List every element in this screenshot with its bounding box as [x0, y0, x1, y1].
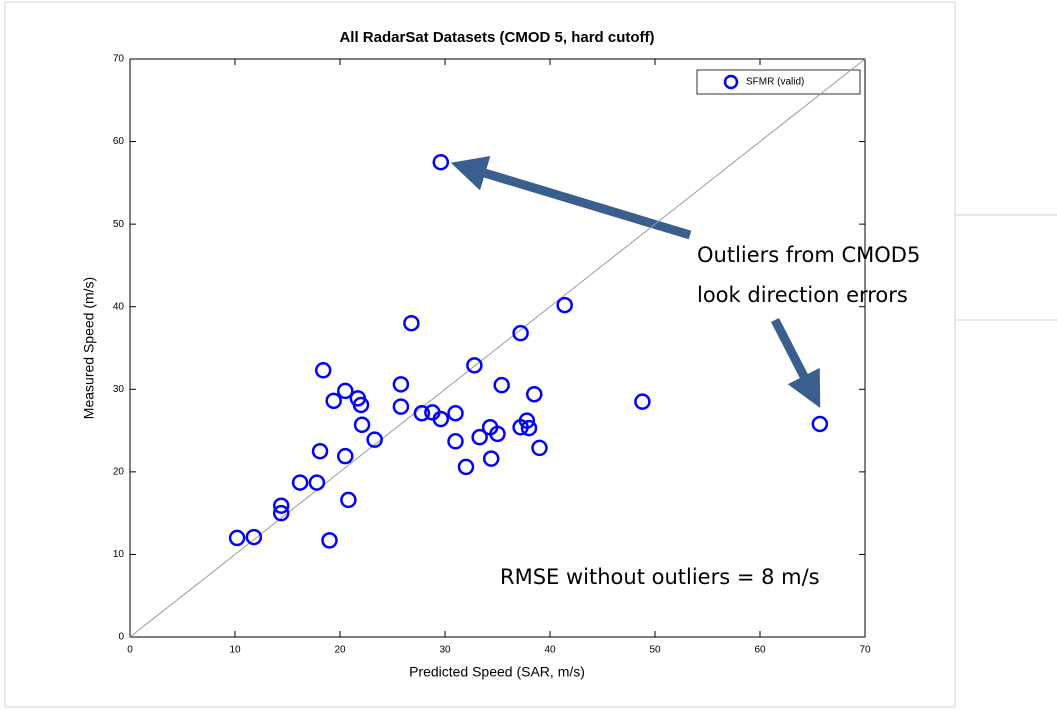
point [457, 458, 475, 476]
point [432, 410, 450, 428]
x-tick-label: 70 [859, 645, 871, 656]
point [353, 416, 371, 434]
point [325, 392, 342, 410]
point [272, 497, 290, 514]
annotation: look direction errors [697, 283, 908, 307]
point [432, 153, 450, 171]
arrow [450, 155, 692, 240]
x-tick-label: 0 [127, 645, 133, 656]
y-tick-label: 10 [113, 549, 125, 560]
point [403, 314, 420, 332]
point [512, 324, 529, 342]
point [245, 528, 263, 546]
x-tick-label: 10 [229, 645, 241, 656]
x-tick-label: 30 [439, 645, 451, 656]
point [308, 474, 326, 491]
x-tick-label: 40 [544, 645, 556, 656]
point [340, 491, 357, 509]
x-axis-label: Predicted Speed (SAR, m/s) [409, 664, 585, 680]
point [526, 385, 543, 403]
point [272, 504, 290, 522]
legend-label: SFMR (valid) [746, 77, 804, 88]
annotation: Outliers from CMOD5 [697, 243, 920, 267]
point [291, 474, 309, 491]
point [489, 425, 506, 443]
annotation: RMSE without outliers = 8 m/s [500, 565, 820, 589]
y-tick-label: 20 [113, 466, 125, 477]
point [337, 447, 354, 465]
x-tick-label: 20 [334, 645, 346, 656]
point [493, 376, 510, 394]
point [531, 439, 548, 457]
y-tick-label: 40 [113, 301, 125, 312]
chart-title: All RadarSat Datasets (CMOD 5, hard cuto… [339, 29, 654, 46]
legend-marker [723, 74, 739, 90]
x-tick-label: 60 [754, 645, 766, 656]
point [228, 529, 246, 547]
identity-line [129, 58, 866, 638]
point [337, 382, 354, 400]
point [352, 396, 370, 414]
legend [696, 69, 861, 95]
point [482, 450, 500, 467]
point [413, 404, 431, 422]
point [520, 419, 538, 437]
point [556, 296, 573, 314]
x-tick-label: 50 [649, 645, 661, 656]
y-tick-label: 50 [113, 219, 125, 230]
y-tick-label: 30 [113, 384, 125, 395]
point [634, 393, 651, 410]
point [447, 404, 464, 422]
point [512, 419, 529, 436]
point [314, 362, 332, 379]
point [321, 532, 338, 549]
point [392, 398, 410, 415]
point [471, 428, 488, 446]
point [811, 415, 829, 433]
y-axis-label: Measured Speed (m/s) [81, 277, 97, 419]
y-tick-label: 0 [118, 632, 124, 643]
y-tick-label: 70 [113, 54, 125, 65]
arrow [770, 317, 821, 409]
point [466, 357, 483, 374]
point [311, 442, 329, 460]
slide-frame [4, 1, 956, 708]
y-tick-label: 60 [113, 136, 125, 147]
point [366, 431, 383, 448]
point [447, 433, 464, 450]
point [392, 376, 410, 393]
